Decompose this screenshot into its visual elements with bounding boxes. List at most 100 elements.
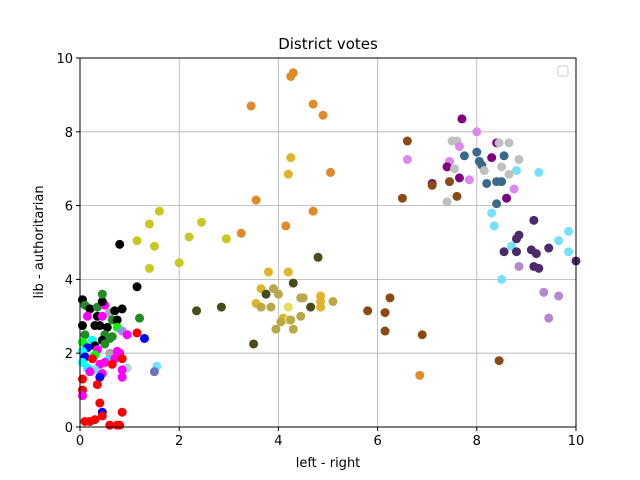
data-point bbox=[85, 416, 95, 426]
data-point bbox=[454, 142, 464, 152]
data-point bbox=[149, 367, 159, 377]
data-point bbox=[246, 101, 256, 111]
data-point bbox=[554, 236, 564, 246]
data-point bbox=[112, 315, 122, 325]
data-point bbox=[497, 177, 507, 187]
data-point bbox=[494, 356, 504, 366]
data-point bbox=[273, 289, 283, 299]
data-point bbox=[452, 191, 462, 201]
data-point bbox=[544, 313, 554, 323]
x-tick-label: 6 bbox=[373, 434, 381, 449]
data-point bbox=[100, 339, 110, 349]
data-point bbox=[236, 228, 246, 238]
data-point bbox=[197, 217, 207, 227]
data-point bbox=[85, 304, 95, 314]
data-point bbox=[80, 330, 90, 340]
data-point bbox=[402, 154, 412, 164]
data-point bbox=[288, 278, 298, 288]
y-axis-label: lib - authoritarian bbox=[32, 185, 47, 298]
x-tick-label: 8 bbox=[473, 434, 481, 449]
data-point bbox=[316, 302, 326, 312]
data-point bbox=[117, 304, 127, 314]
data-point bbox=[117, 354, 127, 364]
y-axis-ticks: 0 2 4 6 8 10 bbox=[56, 52, 80, 436]
x-tick-label: 10 bbox=[568, 434, 585, 449]
data-point bbox=[308, 99, 318, 109]
data-point bbox=[296, 293, 306, 303]
data-point bbox=[87, 354, 97, 364]
data-point bbox=[276, 317, 286, 327]
data-point bbox=[487, 208, 497, 218]
data-point bbox=[97, 289, 107, 299]
data-point bbox=[82, 311, 92, 321]
data-point bbox=[499, 247, 509, 257]
data-point bbox=[100, 357, 110, 367]
data-point bbox=[107, 359, 117, 369]
data-point bbox=[539, 287, 549, 297]
data-point bbox=[288, 324, 298, 334]
data-point bbox=[472, 127, 482, 137]
y-tick-label: 10 bbox=[56, 52, 73, 67]
data-point bbox=[286, 153, 296, 163]
plot-frame bbox=[79, 57, 577, 428]
data-point bbox=[472, 147, 482, 157]
data-point bbox=[531, 249, 541, 259]
data-point bbox=[459, 151, 469, 161]
data-point bbox=[554, 291, 564, 301]
data-point bbox=[283, 169, 293, 179]
data-point bbox=[261, 289, 271, 299]
data-point bbox=[494, 138, 504, 148]
data-point bbox=[296, 311, 306, 321]
data-point bbox=[489, 221, 499, 231]
data-point bbox=[313, 252, 323, 262]
data-point bbox=[482, 178, 492, 188]
legend-box bbox=[557, 65, 569, 77]
data-point bbox=[534, 263, 544, 273]
data-point bbox=[216, 302, 226, 312]
data-point bbox=[97, 411, 107, 421]
data-point bbox=[249, 339, 259, 349]
data-point bbox=[492, 199, 502, 209]
data-point bbox=[132, 236, 142, 246]
data-point bbox=[283, 302, 293, 312]
data-point bbox=[97, 311, 107, 321]
data-point bbox=[564, 247, 574, 257]
data-point bbox=[479, 166, 489, 176]
data-point bbox=[457, 114, 467, 124]
data-point bbox=[174, 258, 184, 268]
data-point bbox=[514, 154, 524, 164]
data-point bbox=[397, 193, 407, 203]
data-point bbox=[464, 175, 474, 185]
data-point bbox=[110, 306, 120, 316]
data-point bbox=[534, 167, 544, 177]
data-point bbox=[511, 234, 521, 244]
data-point bbox=[511, 247, 521, 257]
data-point bbox=[139, 333, 149, 343]
data-point bbox=[135, 313, 145, 323]
data-point bbox=[417, 330, 427, 340]
y-tick-label: 6 bbox=[65, 200, 73, 215]
x-tick-label: 0 bbox=[76, 434, 84, 449]
data-point bbox=[564, 226, 574, 236]
data-point bbox=[132, 328, 142, 338]
data-point bbox=[442, 197, 452, 207]
data-point bbox=[132, 282, 142, 292]
data-point bbox=[308, 206, 318, 216]
data-point bbox=[499, 151, 509, 161]
data-point bbox=[92, 380, 102, 390]
y-tick-label: 0 bbox=[65, 421, 73, 436]
data-point bbox=[306, 302, 316, 312]
data-point bbox=[283, 267, 293, 277]
data-point bbox=[514, 261, 524, 271]
data-point bbox=[363, 306, 373, 316]
data-point bbox=[281, 221, 291, 231]
data-point bbox=[256, 302, 266, 312]
data-point bbox=[154, 206, 164, 216]
data-point bbox=[380, 308, 390, 318]
y-tick-label: 2 bbox=[65, 347, 73, 362]
data-point bbox=[221, 234, 231, 244]
data-point bbox=[449, 164, 459, 174]
data-point bbox=[286, 71, 296, 81]
data-point bbox=[509, 184, 519, 194]
